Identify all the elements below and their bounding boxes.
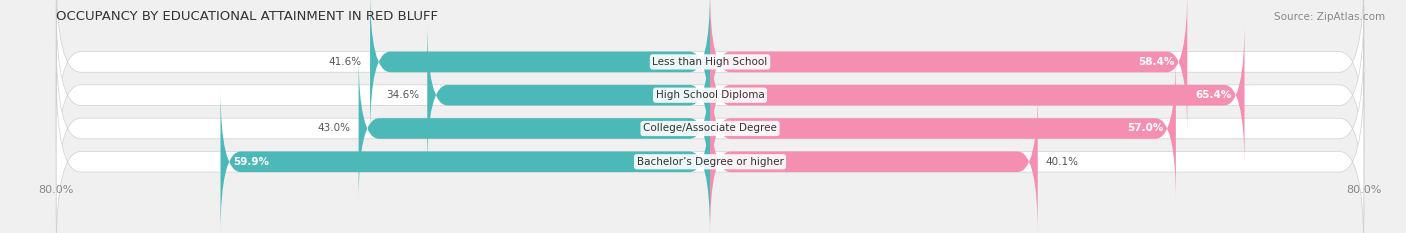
Text: 34.6%: 34.6%: [387, 90, 419, 100]
FancyBboxPatch shape: [710, 89, 1038, 233]
Text: 41.6%: 41.6%: [329, 57, 361, 67]
FancyBboxPatch shape: [427, 22, 710, 168]
Text: College/Associate Degree: College/Associate Degree: [643, 123, 778, 134]
Text: Source: ZipAtlas.com: Source: ZipAtlas.com: [1274, 12, 1385, 22]
Text: Bachelor’s Degree or higher: Bachelor’s Degree or higher: [637, 157, 783, 167]
Text: OCCUPANCY BY EDUCATIONAL ATTAINMENT IN RED BLUFF: OCCUPANCY BY EDUCATIONAL ATTAINMENT IN R…: [56, 10, 439, 23]
FancyBboxPatch shape: [56, 39, 1364, 218]
FancyBboxPatch shape: [221, 89, 710, 233]
Text: 58.4%: 58.4%: [1139, 57, 1175, 67]
Text: 43.0%: 43.0%: [318, 123, 350, 134]
FancyBboxPatch shape: [710, 56, 1175, 201]
FancyBboxPatch shape: [710, 22, 1244, 168]
Legend: Owner-occupied, Renter-occupied: Owner-occupied, Renter-occupied: [593, 230, 827, 233]
FancyBboxPatch shape: [56, 72, 1364, 233]
FancyBboxPatch shape: [359, 56, 710, 201]
FancyBboxPatch shape: [56, 0, 1364, 151]
FancyBboxPatch shape: [56, 6, 1364, 185]
FancyBboxPatch shape: [710, 0, 1187, 135]
Text: High School Diploma: High School Diploma: [655, 90, 765, 100]
Text: 65.4%: 65.4%: [1197, 90, 1232, 100]
FancyBboxPatch shape: [370, 0, 710, 135]
Text: Less than High School: Less than High School: [652, 57, 768, 67]
Text: 57.0%: 57.0%: [1128, 123, 1164, 134]
Text: 59.9%: 59.9%: [233, 157, 269, 167]
Text: 40.1%: 40.1%: [1046, 157, 1078, 167]
